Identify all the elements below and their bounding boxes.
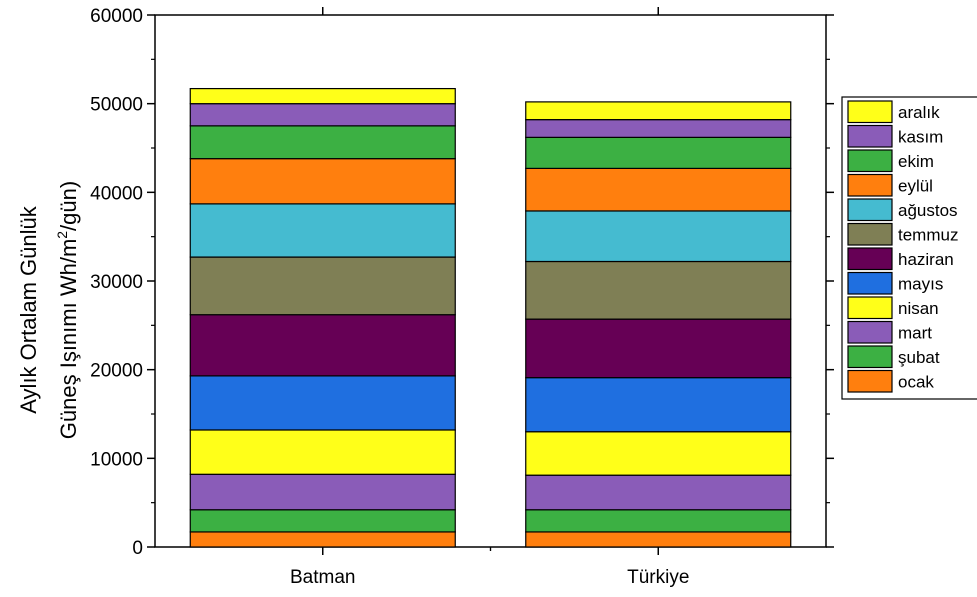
legend-swatch xyxy=(847,369,893,393)
legend: aralık kasım ekim eylül ağustos temmuz haziran… xyxy=(841,96,977,400)
x-axis: Batman Türkiye xyxy=(290,7,689,588)
legend-label: haziran xyxy=(898,250,954,269)
bars xyxy=(189,87,792,548)
legend-label: nisan xyxy=(898,299,939,318)
bar-segment xyxy=(525,101,792,121)
y-axis-label-line2: Güneş Işınımı Wh/m2/gün) xyxy=(54,181,81,439)
y-axis-label-line2-prefix: Güneş Işınımı Wh/m xyxy=(56,239,81,440)
y-tick-label: 0 xyxy=(132,538,143,559)
y-tick-label: 20000 xyxy=(90,361,143,382)
bar-segment xyxy=(189,473,456,511)
legend-label: ağustos xyxy=(898,201,958,220)
bar-segment xyxy=(525,210,792,263)
bar-segment xyxy=(189,531,456,548)
bar-segment xyxy=(189,125,456,160)
bar-segment xyxy=(525,431,792,476)
legend-label: şubat xyxy=(898,348,940,367)
bar-segment xyxy=(189,256,456,316)
y-tick-label: 40000 xyxy=(90,183,143,204)
legend-swatch xyxy=(847,198,893,222)
legend-swatch xyxy=(847,124,893,148)
bar-segment xyxy=(525,509,792,533)
legend-label: ekim xyxy=(898,152,934,171)
legend-label: kasım xyxy=(898,128,943,147)
y-tick-label: 50000 xyxy=(90,95,143,116)
x-tick-label: Batman xyxy=(290,567,355,588)
y-tick-label: 30000 xyxy=(90,272,143,293)
legend-label: mayıs xyxy=(898,275,943,294)
y-axis-label-unit-exponent: 2 xyxy=(54,231,70,239)
y-axis-label-line1: Aylık Ortalam Günlük xyxy=(16,205,41,413)
legend-swatch xyxy=(847,345,893,369)
legend-label: ocak xyxy=(898,373,934,392)
bar-segment xyxy=(189,314,456,377)
legend-label: eylül xyxy=(898,177,933,196)
bar-segment xyxy=(525,318,792,379)
y-axis: 0 10000 20000 30000 40000 50000 60000 xyxy=(90,6,834,559)
bar-segment xyxy=(189,203,456,258)
legend-label: mart xyxy=(898,324,932,343)
bar-segment xyxy=(525,531,792,548)
legend-swatch xyxy=(847,296,893,320)
bar-segment xyxy=(525,167,792,212)
y-tick-label: 10000 xyxy=(90,449,143,470)
bar-segment xyxy=(525,260,792,320)
bar-segment xyxy=(189,509,456,533)
legend-swatch xyxy=(847,320,893,344)
x-tick-label: Türkiye xyxy=(627,567,689,588)
legend-label: aralık xyxy=(898,103,940,122)
legend-swatch xyxy=(847,100,893,124)
legend-swatch xyxy=(847,173,893,197)
bar-segment xyxy=(189,429,456,475)
legend-swatch xyxy=(847,149,893,173)
bar-segment xyxy=(189,158,456,205)
legend-swatch xyxy=(847,247,893,271)
legend-swatch xyxy=(847,271,893,295)
legend-label: temmuz xyxy=(898,226,958,245)
legend-swatch xyxy=(847,222,893,246)
bar-segment xyxy=(189,375,456,431)
bar-segment xyxy=(525,377,792,433)
y-tick-label: 60000 xyxy=(90,6,143,27)
bar-segment xyxy=(189,87,456,105)
bar-segment xyxy=(189,103,456,127)
y-axis-label-line2-suffix: /gün) xyxy=(56,181,81,231)
bar-segment xyxy=(525,119,792,138)
bar-segment xyxy=(525,136,792,169)
bar-segment xyxy=(525,474,792,511)
